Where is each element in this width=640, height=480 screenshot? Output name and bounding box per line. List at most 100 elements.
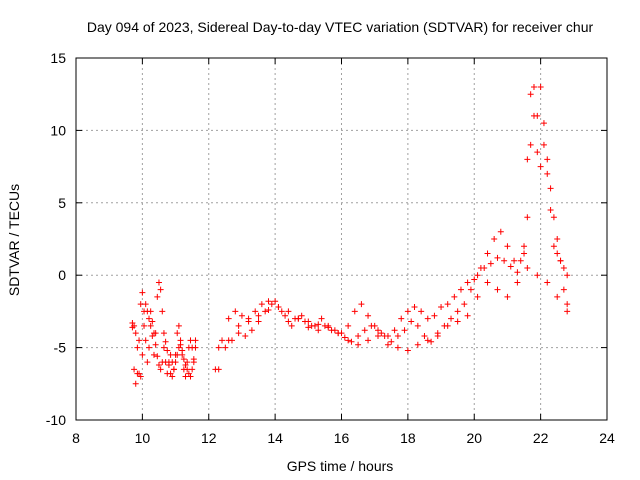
data-point <box>150 330 157 337</box>
data-point <box>461 301 468 308</box>
data-point <box>282 312 289 319</box>
data-point <box>348 338 355 345</box>
y-tick-label: 0 <box>58 267 66 283</box>
data-point <box>238 312 245 319</box>
data-point <box>272 298 279 305</box>
data-point <box>564 301 571 308</box>
data-point <box>424 315 431 322</box>
data-point <box>521 250 528 257</box>
data-point <box>554 293 561 300</box>
data-point <box>225 337 232 344</box>
data-point <box>414 341 421 348</box>
data-point <box>225 315 232 322</box>
data-point <box>501 257 508 264</box>
x-tick-label: 16 <box>334 430 350 446</box>
data-point <box>275 304 282 311</box>
data-point <box>554 236 561 242</box>
data-point <box>305 324 312 331</box>
data-point <box>381 333 388 340</box>
data-point <box>154 293 161 300</box>
data-point <box>524 156 531 163</box>
data-point <box>544 170 551 177</box>
data-point <box>235 330 242 337</box>
data-point <box>255 318 262 325</box>
data-point <box>139 289 146 296</box>
data-point <box>215 344 222 351</box>
x-tick-label: 14 <box>267 430 283 446</box>
data-point <box>182 361 189 368</box>
data-point <box>444 301 451 308</box>
data-point <box>285 308 292 315</box>
data-point <box>365 337 372 344</box>
grid-lines <box>76 58 607 420</box>
data-point <box>308 322 315 329</box>
data-point <box>288 322 295 329</box>
data-point <box>325 324 332 331</box>
y-tick-label: -10 <box>46 412 66 428</box>
y-axis-ticks: -10 -5 0 5 10 15 <box>46 50 607 428</box>
data-point <box>507 263 514 270</box>
data-point <box>152 341 159 348</box>
x-tick-label: 20 <box>466 430 482 446</box>
data-point <box>285 318 292 325</box>
data-point <box>175 322 182 329</box>
x-tick-label: 18 <box>400 430 416 446</box>
data-point <box>164 347 171 354</box>
y-axis-label: SDTVAR / TECUs <box>6 184 22 296</box>
data-point <box>514 269 521 276</box>
data-point <box>159 308 166 315</box>
data-point <box>524 264 531 271</box>
data-point <box>215 366 222 373</box>
data-point <box>375 333 382 340</box>
data-point <box>411 304 418 311</box>
data-point <box>560 264 567 271</box>
data-point <box>165 359 172 366</box>
data-point <box>464 312 471 319</box>
data-point <box>487 260 494 267</box>
data-point <box>474 272 481 279</box>
data-point <box>457 286 464 293</box>
data-point <box>451 293 458 300</box>
data-point <box>401 327 408 334</box>
data-point <box>491 236 498 242</box>
data-point <box>328 327 335 334</box>
data-point <box>428 338 435 345</box>
data-point <box>424 337 431 344</box>
data-point <box>564 308 571 315</box>
data-point <box>414 322 421 329</box>
data-point <box>388 338 395 345</box>
data-point <box>170 366 177 373</box>
data-point <box>394 344 401 351</box>
data-point <box>378 330 385 337</box>
data-point <box>361 327 368 334</box>
data-point <box>315 327 322 334</box>
data-point <box>504 243 511 250</box>
data-point <box>174 351 181 358</box>
data-point <box>431 312 438 319</box>
data-point <box>471 276 478 283</box>
data-point <box>517 257 524 264</box>
x-tick-label: 24 <box>599 430 615 446</box>
data-point <box>564 272 571 279</box>
data-point <box>560 286 567 293</box>
data-point <box>547 207 554 214</box>
data-point <box>534 272 541 279</box>
data-point <box>467 286 474 293</box>
data-point <box>527 91 534 98</box>
data-point <box>524 214 531 221</box>
data-point <box>268 301 275 308</box>
data-point <box>187 373 194 380</box>
data-point <box>355 333 362 340</box>
data-point <box>504 293 511 300</box>
data-point <box>150 351 157 358</box>
data-point <box>540 141 547 148</box>
data-point <box>398 315 405 322</box>
x-tick-label: 10 <box>135 430 151 446</box>
data-point <box>534 149 541 156</box>
data-point <box>301 318 308 325</box>
y-tick-label: -5 <box>54 340 67 356</box>
data-point <box>384 341 391 348</box>
y-tick-label: 15 <box>50 50 66 66</box>
data-point <box>497 228 504 235</box>
data-point <box>160 330 167 337</box>
